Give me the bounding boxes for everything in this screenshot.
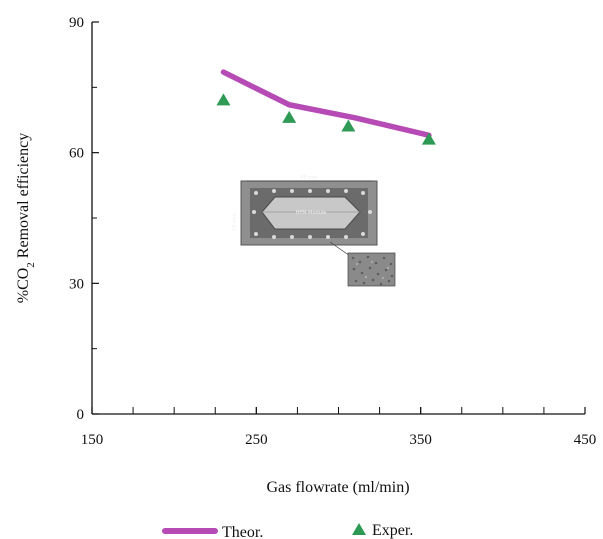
y-tick-label: 60 (69, 146, 84, 162)
svg-text:15 mm: 15 mm (232, 213, 238, 231)
legend-theor-label: Theor. (222, 524, 263, 539)
x-tick-label: 250 (245, 432, 268, 448)
membrane-contactor-photo: 95 mm 15 mm HFM Module (232, 175, 396, 287)
x-tick-label: 350 (409, 432, 432, 448)
plot-area (216, 69, 436, 145)
exper-point (341, 119, 356, 132)
exper-point (421, 132, 436, 145)
x-ticks: 150 250 350 450 (81, 407, 597, 448)
y-tick-label: 90 (69, 15, 84, 31)
y-axis-title: %CO2 Removal efficiency (15, 133, 37, 304)
legend-exper-label: Exper. (372, 522, 413, 539)
legend-exper-marker (352, 523, 366, 535)
svg-text:HFM Module: HFM Module (296, 210, 327, 216)
x-tick-label: 150 (81, 432, 104, 448)
y-tick-label: 30 (69, 276, 84, 292)
x-tick-label: 450 (574, 432, 597, 448)
svg-text:95 mm: 95 mm (300, 175, 318, 181)
theor-line (220, 69, 432, 138)
legend: Theor. Exper. (162, 522, 413, 539)
y-tick-label: 0 (77, 407, 85, 423)
exper-point (216, 93, 231, 106)
y-ticks: 0 30 60 90 (69, 15, 99, 423)
x-axis-title: Gas flowrate (ml/min) (266, 479, 409, 496)
exper-point (282, 110, 297, 123)
